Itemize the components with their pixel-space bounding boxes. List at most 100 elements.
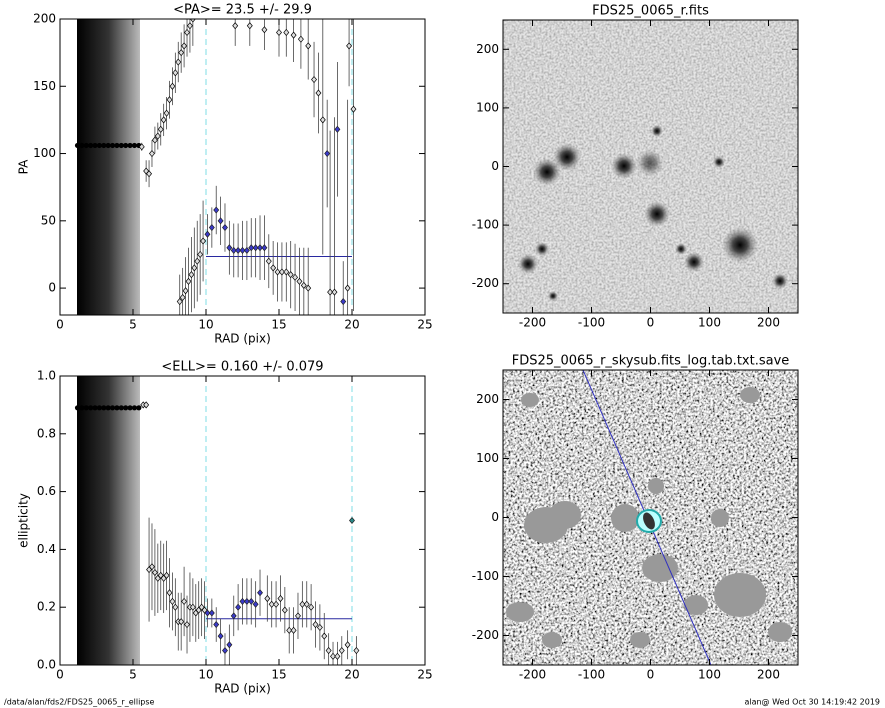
data-point [88, 142, 94, 149]
data-point [172, 603, 179, 611]
data-point [268, 600, 275, 608]
x-tick-label: 20 [344, 668, 359, 682]
data-point [344, 641, 351, 649]
x-tick-label: -100 [578, 316, 605, 330]
data-point [324, 149, 331, 158]
x-tick-label: 100 [698, 316, 721, 330]
data-point [182, 287, 189, 295]
y-tick-label: -200 [472, 276, 499, 290]
data-point [204, 609, 211, 617]
x-tick-label: 10 [198, 668, 213, 682]
data-point [163, 109, 170, 117]
data-point [118, 405, 124, 411]
data-point [297, 35, 304, 43]
image-sky [503, 20, 798, 313]
data-point [146, 170, 153, 178]
data-point [79, 142, 85, 149]
y-tick-label: 0.0 [37, 658, 56, 672]
data-point [213, 620, 220, 629]
data-point [296, 277, 303, 285]
x-tick-label: 5 [129, 668, 137, 682]
data-point [226, 641, 233, 649]
x-tick-label: 15 [271, 318, 286, 332]
data-point [131, 142, 138, 149]
data-point [149, 149, 155, 158]
data-point [181, 42, 188, 50]
data-point [232, 22, 239, 30]
y-tick-label: 0 [491, 510, 499, 524]
data-point [200, 237, 207, 245]
data-point [197, 250, 204, 259]
data-point [123, 142, 129, 149]
data-point [79, 405, 85, 411]
data-point [334, 125, 341, 133]
data-point [222, 223, 228, 232]
data-point [188, 271, 195, 279]
data-point [189, 603, 196, 611]
data-point [346, 42, 353, 50]
data-point [248, 244, 255, 252]
y-tick-label: 200 [476, 392, 499, 406]
data-point [96, 142, 103, 149]
data-point [185, 277, 192, 285]
data-point [273, 600, 280, 608]
x-tick-label: 0 [56, 318, 64, 332]
data-point [208, 609, 215, 617]
data-point [344, 284, 351, 292]
data-point [92, 405, 98, 411]
data-point [204, 230, 211, 238]
data-point [157, 125, 164, 133]
data-point [305, 284, 312, 292]
data-point [114, 405, 120, 411]
data-point [191, 264, 198, 272]
panel-title: <ELL>= 0.160 +/- 0.079 [161, 360, 323, 375]
data-point [281, 606, 288, 614]
y-tick-label: 100 [476, 100, 499, 114]
y-tick-label: 200 [33, 12, 56, 26]
data-point [290, 31, 297, 39]
data-point [118, 142, 124, 149]
y-tick-label: 0.6 [37, 484, 56, 498]
data-point [292, 273, 299, 281]
y-tick-label: 0.2 [37, 600, 56, 614]
data-point [83, 405, 89, 411]
data-point [136, 405, 142, 411]
x-tick-label: 25 [417, 668, 432, 682]
data-point [235, 246, 242, 254]
data-point [325, 647, 332, 655]
data-point [149, 563, 155, 571]
data-point [213, 206, 220, 214]
data-point [299, 600, 306, 608]
data-point [316, 623, 323, 631]
plot-area [74, 376, 360, 665]
data-point [151, 568, 158, 577]
data-point [179, 293, 186, 302]
x-tick-label: 5 [129, 318, 137, 332]
data-point [308, 603, 315, 611]
data-point [319, 116, 326, 124]
x-tick-label: 15 [271, 668, 286, 682]
y-axis-label: ellipticity [17, 493, 31, 548]
data-point [276, 28, 282, 37]
y-tick-label: 0.8 [37, 426, 56, 440]
y-tick-label: 50 [41, 213, 56, 227]
x-tick-label: 200 [757, 668, 780, 682]
data-point [230, 612, 237, 620]
data-point [101, 405, 107, 411]
y-tick-label: -100 [472, 569, 499, 583]
data-point [321, 632, 328, 640]
data-point [303, 600, 310, 608]
data-point [239, 597, 246, 605]
x-tick-label: 200 [757, 316, 780, 330]
y-tick-label: 0 [48, 281, 56, 295]
data-point [257, 589, 263, 597]
data-point [278, 268, 285, 276]
data-point [105, 405, 111, 411]
data-point [101, 142, 107, 149]
data-point [74, 405, 81, 411]
data-point [295, 612, 301, 620]
data-point [131, 405, 138, 411]
y-tick-label: 0.4 [37, 542, 56, 556]
data-point [184, 620, 190, 629]
